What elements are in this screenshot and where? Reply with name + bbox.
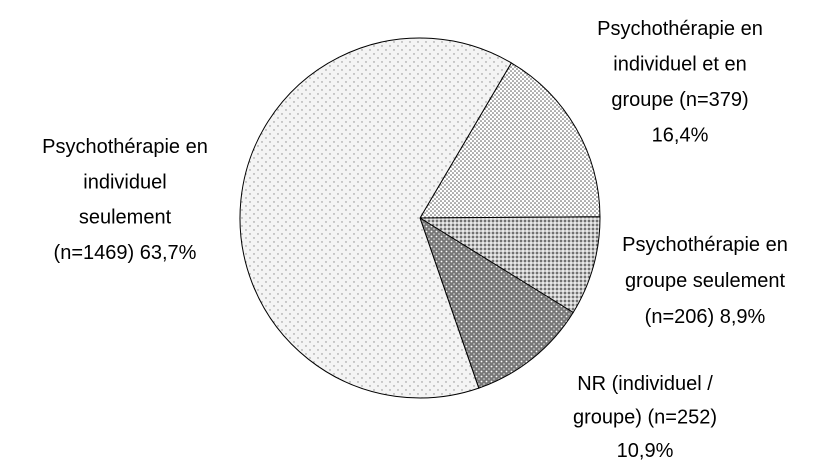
pie-slice — [419, 216, 574, 389]
slice-label: Psychothérapie en — [622, 234, 788, 256]
n-label: (n=1469) — [54, 242, 135, 264]
category-label: groupe) — [573, 407, 642, 429]
category-label: individuel et en — [613, 54, 746, 76]
n-label: (n=206) — [645, 306, 715, 328]
slice-label: individuel et en — [613, 54, 746, 76]
slice-label: (n=1469) 63,7% — [54, 242, 197, 264]
category-label: Psychothérapie en — [622, 234, 788, 256]
n-label: (n=252) — [648, 407, 718, 429]
category-label: individuel — [83, 172, 166, 194]
category-label: Psychothérapie en — [597, 18, 763, 40]
value-label: 63,7% — [140, 242, 197, 264]
category-label: groupe seulement — [625, 270, 786, 292]
value-label: 10,9% — [617, 440, 674, 462]
slice-label: groupe seulement — [625, 270, 786, 292]
category-label: seulement — [79, 207, 172, 229]
slice-label: Psychothérapie en — [597, 18, 763, 40]
pie-slice — [419, 62, 601, 219]
slice-label: 10,9% — [617, 440, 674, 462]
slice-label: NR (individuel / — [577, 373, 713, 395]
category-label: Psychothérapie en — [42, 136, 208, 158]
slice-label: groupe (n=379) — [611, 89, 748, 111]
slice-label: Psychothérapie en — [42, 136, 208, 158]
slice-label: 16,4% — [652, 125, 709, 147]
slice-label: individuel — [83, 172, 166, 194]
category-label: groupe — [611, 89, 673, 111]
slice-label: (n=206) 8,9% — [645, 306, 766, 328]
slice-label: groupe) (n=252) — [573, 407, 717, 429]
value-label: 8,9% — [720, 306, 766, 328]
pie-slice — [239, 37, 513, 399]
category-label: NR (individuel / — [577, 373, 713, 395]
n-label: (n=379) — [679, 89, 749, 111]
slice-label: seulement — [79, 207, 172, 229]
value-label: 16,4% — [652, 125, 709, 147]
pie-slice — [418, 216, 601, 314]
